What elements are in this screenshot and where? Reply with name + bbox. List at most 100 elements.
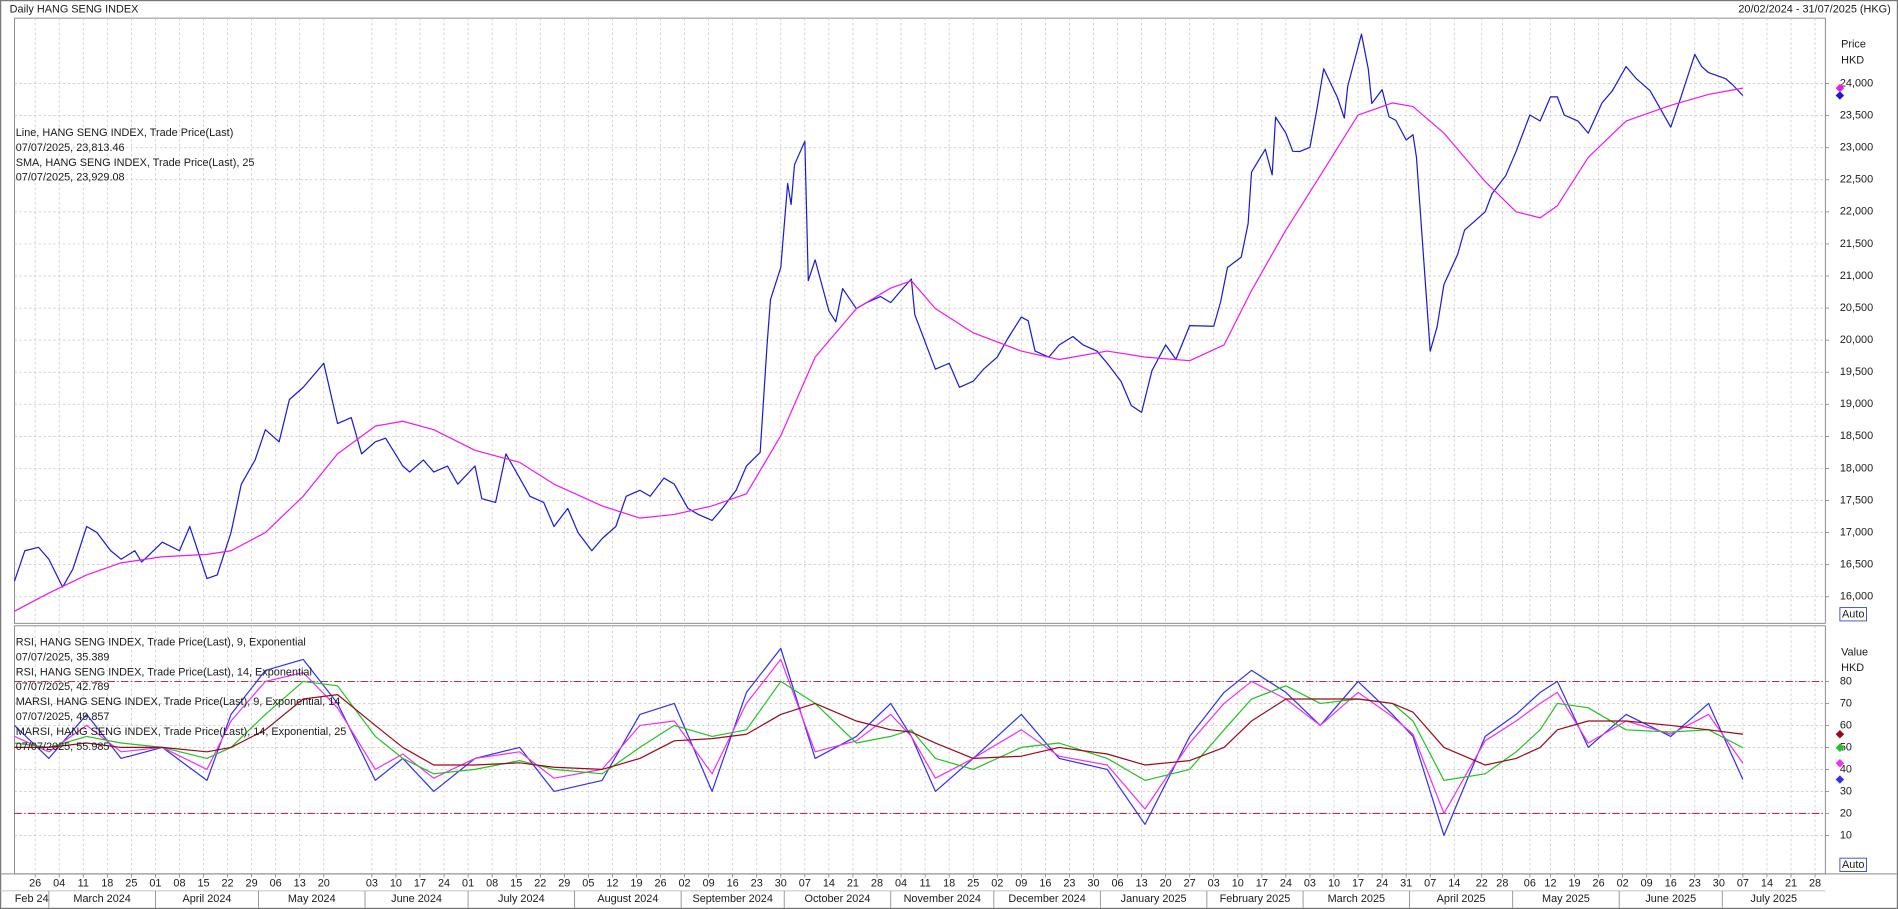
month-label: Feb 24 [15,893,49,905]
y-axis-unit: HKD [1841,54,1864,66]
x-tick-label: 25 [967,877,979,889]
x-tick-label: 04 [895,877,907,889]
x-tick-label: 30 [1087,877,1099,889]
scale-button-label[interactable]: Auto [1842,608,1864,620]
x-tick-label: 16 [727,877,739,889]
x-tick-label: 14 [1448,877,1460,889]
x-tick-label: 04 [53,877,65,889]
legend-name: RSI, HANG SENG INDEX, Trade Price(Last),… [16,666,312,678]
x-tick-label: 16 [1665,877,1677,889]
series-line [14,694,1743,771]
x-tick-label: 28 [1809,877,1821,889]
month-label: December 2024 [1008,893,1085,905]
y-axis-title: Price [1841,39,1866,51]
x-tick-label: 22 [534,877,546,889]
y-tick-label: 20,000 [1840,334,1873,346]
x-tick-label: 31 [1400,877,1412,889]
x-tick-label: 12 [606,877,618,889]
x-tick-label: 01 [462,877,474,889]
scale-button[interactable] [1839,857,1867,872]
x-tick-label: 23 [751,877,763,889]
y-axis-title: Value [1841,646,1868,658]
x-tick-label: 09 [1015,877,1027,889]
x-tick-label: 17 [1352,877,1364,889]
y-tick-label: 21,000 [1840,270,1873,282]
chart-title: Daily HANG SENG INDEX [10,4,139,16]
x-tick-label: 03 [366,877,378,889]
x-tick-label: 10 [390,877,402,889]
x-tick-label: 11 [919,877,930,889]
month-label: January 2025 [1121,893,1187,905]
last-value-marker [1835,730,1845,739]
y-tick-label: 20 [1840,807,1852,819]
x-tick-label: 21 [847,877,859,889]
y-tick-label: 40 [1840,763,1852,775]
x-tick-label: 28 [871,877,883,889]
y-tick-label: 23,000 [1840,142,1873,154]
month-label: April 2025 [1437,893,1486,905]
month-label: June 2025 [1645,893,1696,905]
x-tick-label: 14 [823,877,835,889]
y-tick-label: 30 [1840,785,1852,797]
scale-button[interactable] [1839,607,1867,622]
x-tick-label: 10 [1232,877,1244,889]
x-tick-label: 19 [1568,877,1580,889]
legend-name: SMA, HANG SENG INDEX, Trade Price(Last),… [16,157,255,169]
y-tick-label: 18,000 [1840,462,1873,474]
y-tick-label: 19,500 [1840,366,1873,378]
month-label: June 2024 [391,893,442,905]
x-tick-label: 17 [1256,877,1268,889]
x-tick-label: 27 [1184,877,1196,889]
y-tick-label: 23,500 [1840,110,1873,122]
legend-name: RSI, HANG SENG INDEX, Trade Price(Last),… [16,637,306,649]
y-tick-label: 21,500 [1840,238,1873,250]
x-tick-label: 03 [1208,877,1220,889]
x-tick-label: 08 [173,877,185,889]
x-tick-label: 02 [991,877,1003,889]
x-tick-label: 06 [1524,877,1536,889]
x-tick-label: 15 [197,877,209,889]
month-label: February 2025 [1220,893,1291,905]
x-tick-label: 13 [294,877,306,889]
y-tick-label: 18,500 [1840,430,1873,442]
month-label: September 2024 [692,893,772,905]
x-tick-label: 14 [1761,877,1773,889]
x-tick-label: 11 [78,877,89,889]
x-tick-label: 26 [654,877,666,889]
month-label: March 2024 [73,893,130,905]
x-tick-label: 20 [1160,877,1172,889]
x-tick-label: 26 [29,877,41,889]
legend-name: Line, HANG SENG INDEX, Trade Price(Last) [16,127,234,139]
legend-last: 07/07/2025, 23,813.46 [16,142,125,154]
last-value-marker [1835,775,1845,784]
y-tick-label: 10 [1840,829,1852,841]
x-tick-label: 17 [414,877,426,889]
x-tick-label: 10 [1328,877,1340,889]
x-tick-label: 02 [1617,877,1629,889]
month-label: May 2025 [1542,893,1590,905]
month-label: November 2024 [904,893,981,905]
x-tick-label: 22 [222,877,234,889]
y-tick-label: 17,000 [1840,526,1873,538]
x-tick-label: 09 [1641,877,1653,889]
price-pane [14,17,1826,624]
month-label: May 2024 [288,893,336,905]
x-tick-label: 02 [679,877,691,889]
month-label: April 2024 [182,893,231,905]
x-tick-label: 06 [1111,877,1123,889]
month-label: October 2024 [805,893,871,905]
x-tick-label: 30 [775,877,787,889]
x-tick-label: 13 [1136,877,1148,889]
scale-button-label[interactable]: Auto [1842,859,1864,871]
legend-last: 07/07/2025, 35.389 [16,651,110,663]
x-tick-label: 21 [1785,877,1797,889]
legend-last: 07/07/2025, 55.985 [16,741,110,753]
legend-last: 07/07/2025, 42.789 [16,681,110,693]
x-tick-label: 03 [1304,877,1316,889]
x-tick-label: 23 [1689,877,1701,889]
y-tick-label: 16,500 [1840,559,1873,571]
y-tick-label: 22,000 [1840,206,1873,218]
x-tick-label: 15 [510,877,522,889]
